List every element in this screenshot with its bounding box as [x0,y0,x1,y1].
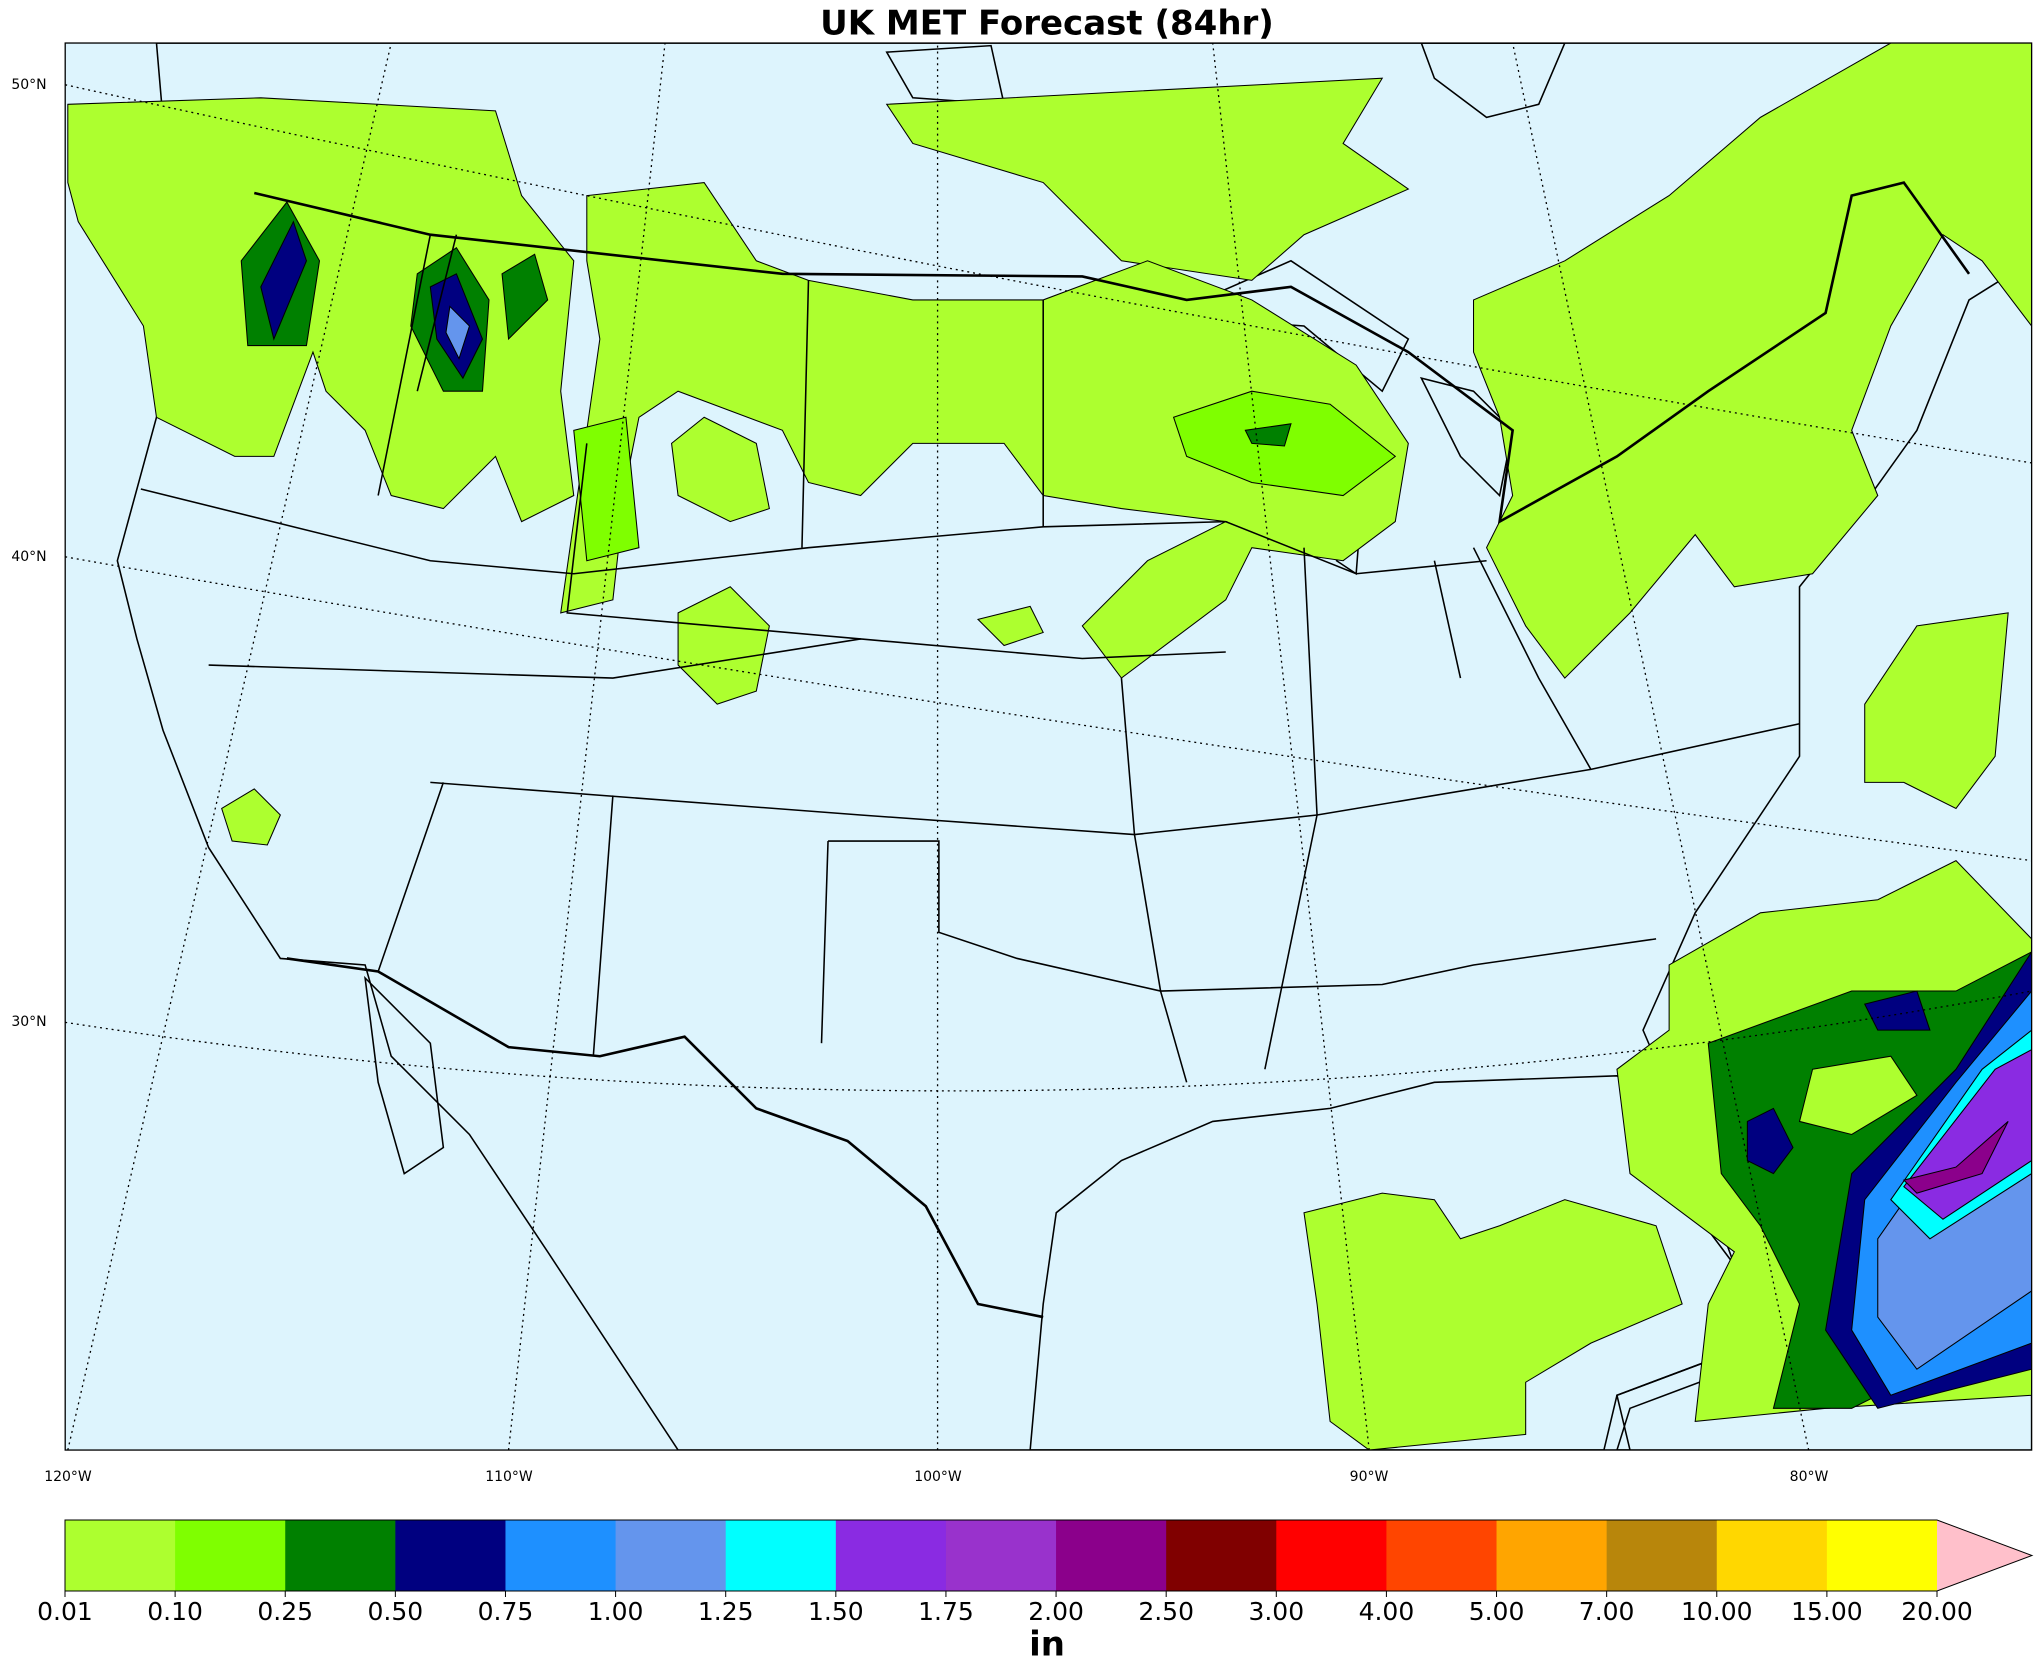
colorbar-tick-label: 20.00 [1901,1597,1973,1626]
map-title: UK MET Forecast (84hr) [820,4,1274,44]
colorbar-tick-label: 2.50 [1138,1597,1194,1626]
colorbar-swatch [1166,1520,1277,1591]
colorbar-swatch [725,1520,837,1591]
lat-label: 50°N [11,77,46,93]
colorbar-swatch [1386,1520,1498,1591]
colorbar-swatch [1276,1520,1387,1591]
colorbar-tick-label: 4.00 [1359,1597,1415,1626]
colorbar-swatch [175,1520,286,1591]
colorbar-tick-label: 10.00 [1681,1597,1753,1626]
colorbar-tick-label: 1.00 [588,1597,644,1626]
colorbar-tick-label: 2.00 [1028,1597,1084,1626]
colorbar-extend [1937,1520,2032,1591]
colorbar-swatch [1056,1520,1167,1591]
lon-label: 110°W [485,1469,533,1485]
colorbar-swatch [285,1520,396,1591]
colorbar-swatch [835,1520,947,1591]
colorbar-swatch [945,1520,1057,1591]
lat-labels: 50°N 40°N 30°N [11,77,46,1030]
colorbar-swatch [1716,1520,1828,1591]
colorbar-tick-label: 0.50 [368,1597,424,1626]
lat-label: 40°N [11,549,46,565]
lat-label: 30°N [11,1014,46,1030]
colorbar-outline [64,1519,2034,1592]
colorbar-tick-label: 0.75 [478,1597,534,1626]
lon-label: 80°W [1790,1469,1829,1485]
colorbar-label: in [1029,1625,1065,1665]
map [64,42,2033,1451]
colorbar-swatch [65,1520,176,1591]
colorbar-swatch [505,1520,617,1591]
colorbar-tick-label: 1.50 [808,1597,864,1626]
lon-label: 100°W [914,1469,962,1485]
colorbar-tick-label: 0.25 [257,1597,313,1626]
colorbar-swatch [1826,1520,1938,1591]
colorbar-tick-label: 1.75 [918,1597,974,1626]
colorbar-tick-label: 1.25 [698,1597,754,1626]
colorbar-tick-label: 7.00 [1579,1597,1635,1626]
colorbar-tick-label: 0.01 [37,1597,93,1626]
colorbar: 0.01 0.10 0.25 0.50 0.75 1.00 1.25 1.50 1.75 2.00… [37,1519,2034,1626]
colorbar-tick-label: 15.00 [1791,1597,1863,1626]
colorbar-tick-label: 3.00 [1248,1597,1304,1626]
colorbar-swatch [1606,1520,1718,1591]
colorbar-tick-label: 5.00 [1469,1597,1525,1626]
colorbar-swatch [395,1520,506,1591]
colorbar-tick-label: 0.10 [147,1597,203,1626]
lon-label: 120°W [44,1469,92,1485]
lon-labels: 120°W 110°W 100°W 90°W 80°W [44,1469,1828,1485]
lon-label: 90°W [1350,1469,1389,1485]
colorbar-swatch [615,1520,727,1591]
colorbar-swatch [1496,1520,1608,1591]
